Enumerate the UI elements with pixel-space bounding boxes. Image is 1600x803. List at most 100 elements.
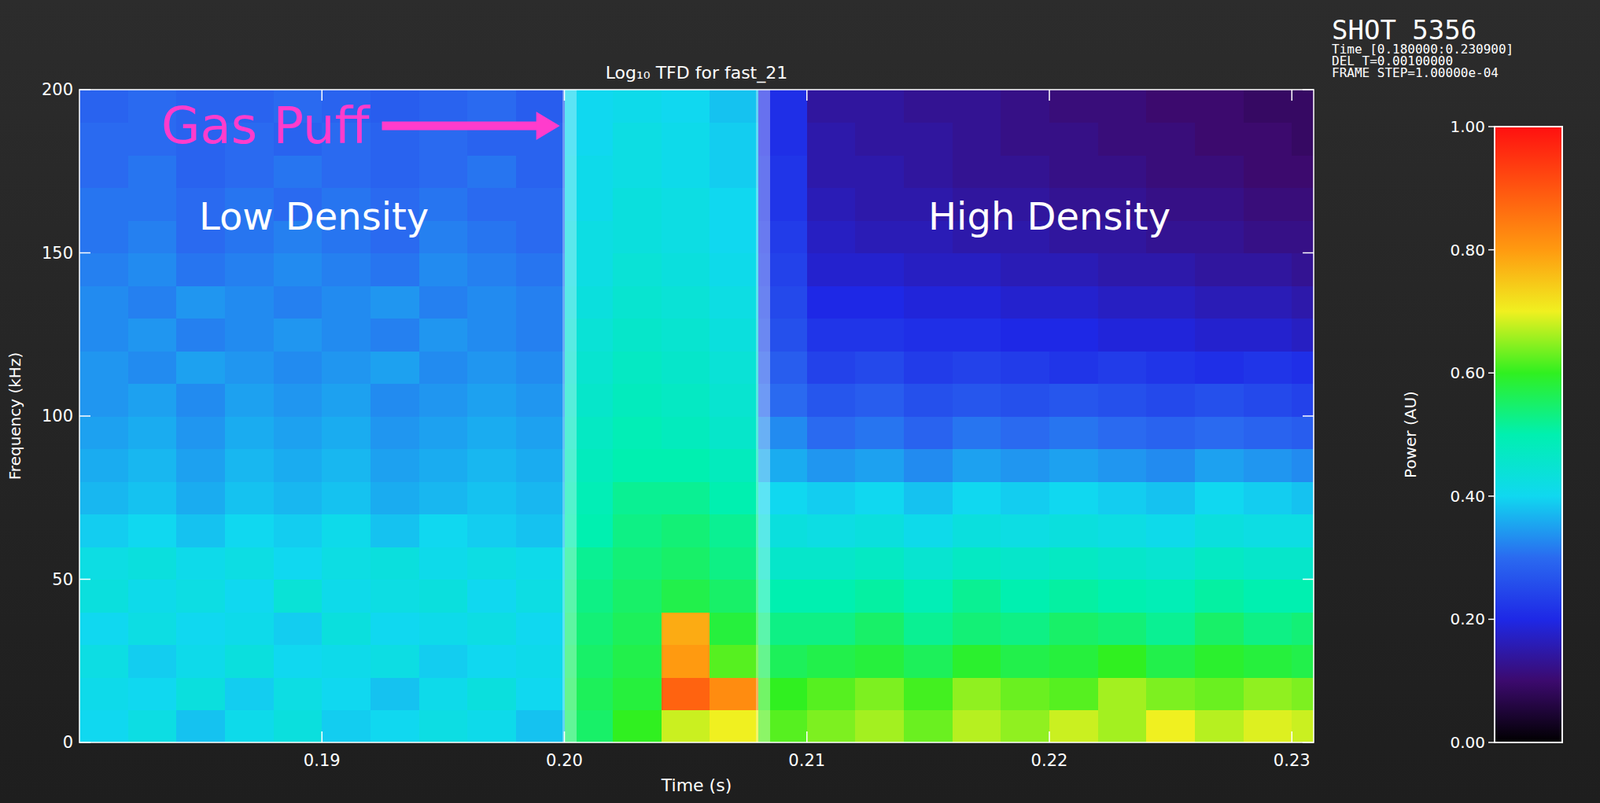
heatmap-cell: [855, 188, 904, 222]
heatmap-cell: [1049, 514, 1099, 548]
heatmap-cell: [1146, 285, 1195, 319]
heatmap-cell: [807, 122, 856, 156]
heatmap-cell: [224, 677, 274, 711]
heatmap-cell: [709, 645, 759, 679]
heatmap-cell: [952, 611, 1002, 646]
heatmap-cell: [1049, 611, 1099, 646]
heatmap-cell: [419, 416, 469, 450]
heatmap-cell: [128, 481, 177, 515]
heatmap-cell: [370, 645, 420, 679]
heatmap-cell: [467, 89, 517, 123]
heatmap-cell: [903, 285, 953, 319]
heatmap-cell: [855, 350, 904, 384]
heatmap-cell: [952, 645, 1002, 679]
y-tick-right: [1302, 252, 1314, 255]
heatmap-cell: [1194, 611, 1244, 646]
heatmap-cell: [661, 611, 711, 646]
heatmap-cell: [1098, 89, 1147, 123]
x-tick: [321, 731, 324, 743]
heatmap-cell: [79, 677, 129, 711]
heatmap-cell: [467, 220, 517, 254]
heatmap-cell: [1243, 546, 1293, 580]
heatmap-cell: [321, 154, 371, 189]
heatmap-cell: [1194, 154, 1244, 189]
heatmap-cell: [1098, 546, 1147, 580]
heatmap-cell: [1049, 318, 1099, 352]
colorbar-tick-label: 0.00: [1449, 733, 1486, 753]
heatmap-cell: [1000, 710, 1050, 744]
heatmap-cell: [176, 611, 225, 646]
heatmap-cell: [1243, 449, 1293, 483]
heatmap-cell: [612, 89, 662, 123]
heatmap-cell: [128, 285, 177, 319]
heatmap-cell: [79, 514, 129, 548]
heatmap-cell: [176, 481, 225, 515]
y-tick-label: 150: [41, 243, 74, 263]
heatmap-cell: [1146, 383, 1195, 417]
x-tick-top: [806, 89, 808, 101]
heatmap-cell: [661, 350, 711, 384]
heatmap-cell: [612, 253, 662, 287]
heatmap-cell: [273, 611, 323, 646]
heatmap-cell: [661, 579, 711, 613]
x-tick-top: [1048, 89, 1051, 101]
heatmap-cell: [467, 481, 517, 515]
heatmap-cell: [128, 383, 177, 417]
heatmap-cell: [1243, 677, 1293, 711]
heatmap-cell: [128, 677, 177, 711]
heatmap-cell: [467, 514, 517, 548]
heatmap-cell: [1291, 188, 1314, 222]
heatmap-cell: [661, 645, 711, 679]
heatmap-cell: [1291, 285, 1314, 319]
heatmap-cell: [903, 677, 953, 711]
colorbar: [1494, 126, 1563, 743]
heatmap-cell: [952, 449, 1002, 483]
heatmap-cell: [1291, 416, 1314, 450]
heatmap-cell: [79, 416, 129, 450]
heatmap-cell: [1194, 677, 1244, 711]
heatmap-cell: [224, 154, 274, 189]
heatmap-cell: [1243, 253, 1293, 287]
heatmap-cell: [1000, 89, 1050, 123]
heatmap-cell: [612, 579, 662, 613]
heatmap-cell: [273, 449, 323, 483]
heatmap-cell: [516, 449, 565, 483]
heatmap-cell: [419, 579, 469, 613]
heatmap-cell: [516, 579, 565, 613]
heatmap-cell: [79, 645, 129, 679]
y-tick: [79, 578, 91, 581]
heatmap-cell: [1194, 710, 1244, 744]
heatmap-cell: [1291, 154, 1314, 189]
heatmap-cell: [1194, 285, 1244, 319]
heatmap-cell: [1146, 318, 1195, 352]
heatmap-cell: [952, 579, 1002, 613]
heatmap-cell: [709, 579, 759, 613]
time-marker-band: [562, 89, 577, 743]
heatmap-cell: [952, 154, 1002, 189]
heatmap-cell: [1194, 579, 1244, 613]
heatmap-cell: [321, 514, 371, 548]
heatmap-cell: [419, 514, 469, 548]
heatmap-cell: [128, 449, 177, 483]
colorbar-tick: [1488, 495, 1495, 498]
heatmap-cell: [516, 710, 565, 744]
x-tick-label: 0.19: [303, 751, 341, 771]
heatmap-cell: [1049, 89, 1099, 123]
heatmap-cell: [516, 188, 565, 222]
heatmap-cell: [79, 710, 129, 744]
x-tick-label: 0.22: [1031, 751, 1069, 771]
heatmap-cell: [1291, 514, 1314, 548]
heatmap-cell: [855, 481, 904, 515]
heatmap-cell: [467, 449, 517, 483]
heatmap-cell: [855, 154, 904, 189]
heatmap-cell: [807, 220, 856, 254]
heatmap-cell: [1146, 677, 1195, 711]
heatmap-cell: [273, 154, 323, 189]
heatmap-cell: [1098, 677, 1147, 711]
heatmap-cell: [176, 416, 225, 450]
heatmap-cell: [516, 416, 565, 450]
heatmap-cell: [952, 383, 1002, 417]
heatmap-cell: [903, 416, 953, 450]
heatmap-cell: [807, 645, 856, 679]
heatmap-cell: [1098, 318, 1147, 352]
